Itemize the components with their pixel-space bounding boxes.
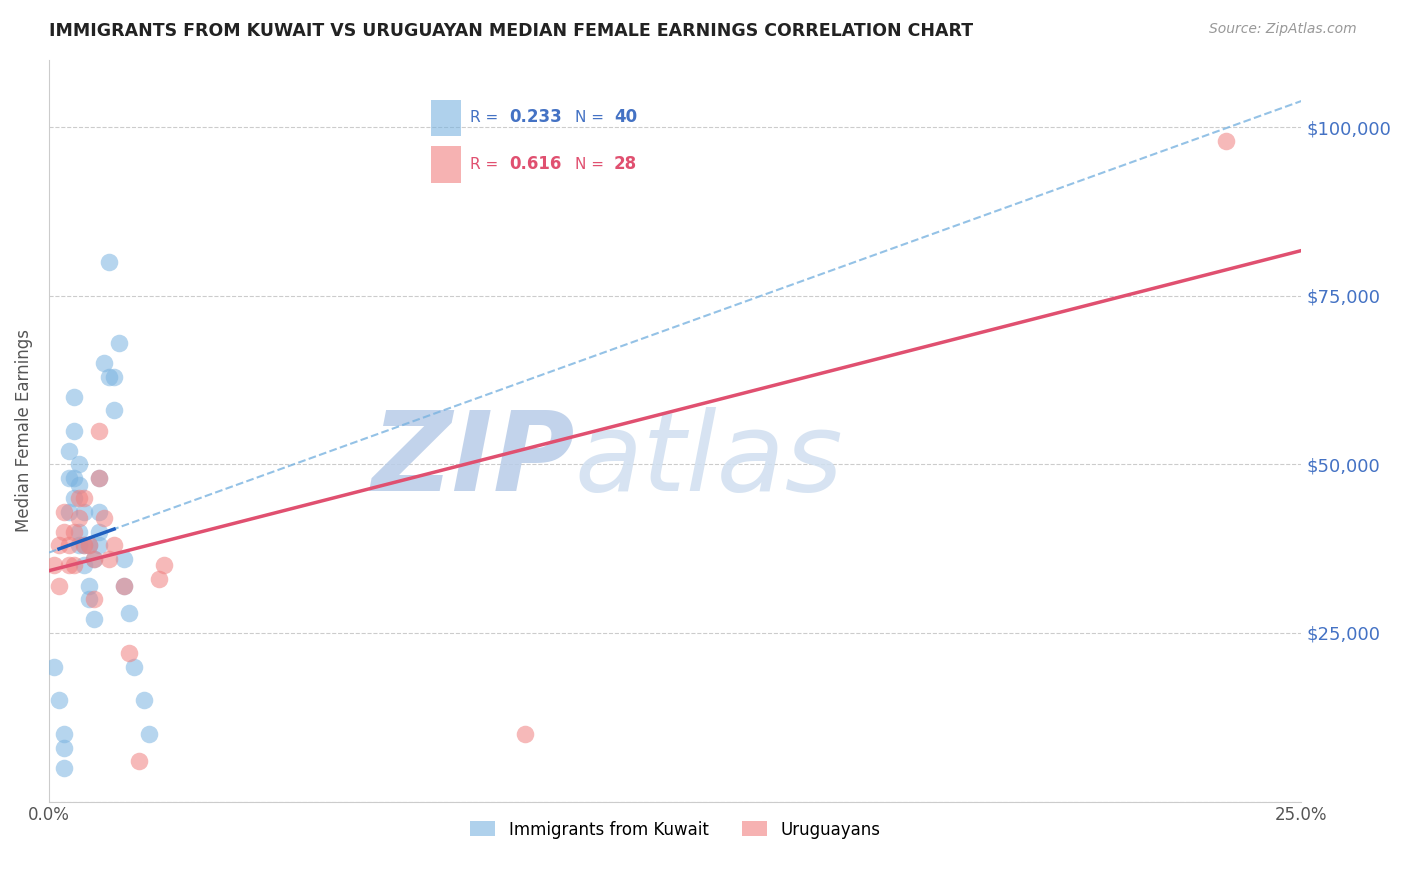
Point	[67, 491, 90, 505]
Point	[118, 606, 141, 620]
Point	[73, 491, 96, 505]
Text: atlas: atlas	[575, 407, 844, 514]
Point	[53, 740, 76, 755]
Point	[93, 356, 115, 370]
Point	[128, 754, 150, 768]
Point	[67, 458, 90, 472]
Legend: Immigrants from Kuwait, Uruguayans: Immigrants from Kuwait, Uruguayans	[464, 814, 887, 846]
Point	[87, 424, 110, 438]
Point	[53, 761, 76, 775]
Point	[112, 579, 135, 593]
Point	[48, 538, 70, 552]
Point	[42, 558, 65, 573]
Text: ZIP: ZIP	[371, 407, 575, 514]
Point	[48, 579, 70, 593]
Point	[112, 551, 135, 566]
Point	[42, 659, 65, 673]
Point	[67, 511, 90, 525]
Point	[148, 572, 170, 586]
Point	[138, 727, 160, 741]
Point	[87, 538, 110, 552]
Point	[77, 592, 100, 607]
Point	[58, 443, 80, 458]
Point	[48, 693, 70, 707]
Point	[58, 504, 80, 518]
Point	[98, 551, 121, 566]
Point	[103, 403, 125, 417]
Point	[103, 369, 125, 384]
Point	[73, 558, 96, 573]
Point	[83, 551, 105, 566]
Point	[77, 579, 100, 593]
Point	[67, 477, 90, 491]
Y-axis label: Median Female Earnings: Median Female Earnings	[15, 329, 32, 533]
Point	[53, 504, 76, 518]
Point	[87, 471, 110, 485]
Point	[63, 558, 86, 573]
Point	[98, 255, 121, 269]
Point	[134, 693, 156, 707]
Point	[73, 504, 96, 518]
Point	[1215, 134, 1237, 148]
Point	[53, 524, 76, 539]
Point	[73, 538, 96, 552]
Point	[58, 558, 80, 573]
Text: Source: ZipAtlas.com: Source: ZipAtlas.com	[1209, 22, 1357, 37]
Point	[77, 538, 100, 552]
Point	[63, 524, 86, 539]
Point	[83, 612, 105, 626]
Text: IMMIGRANTS FROM KUWAIT VS URUGUAYAN MEDIAN FEMALE EARNINGS CORRELATION CHART: IMMIGRANTS FROM KUWAIT VS URUGUAYAN MEDI…	[49, 22, 973, 40]
Point	[513, 727, 536, 741]
Point	[77, 538, 100, 552]
Point	[83, 551, 105, 566]
Point	[153, 558, 176, 573]
Point	[93, 511, 115, 525]
Point	[103, 538, 125, 552]
Point	[63, 424, 86, 438]
Point	[58, 471, 80, 485]
Point	[87, 504, 110, 518]
Point	[67, 524, 90, 539]
Point	[83, 592, 105, 607]
Point	[63, 390, 86, 404]
Point	[122, 659, 145, 673]
Point	[67, 538, 90, 552]
Point	[53, 727, 76, 741]
Point	[108, 335, 131, 350]
Point	[58, 538, 80, 552]
Point	[98, 369, 121, 384]
Point	[63, 491, 86, 505]
Point	[87, 471, 110, 485]
Point	[118, 646, 141, 660]
Point	[63, 471, 86, 485]
Point	[112, 579, 135, 593]
Point	[73, 538, 96, 552]
Point	[87, 524, 110, 539]
